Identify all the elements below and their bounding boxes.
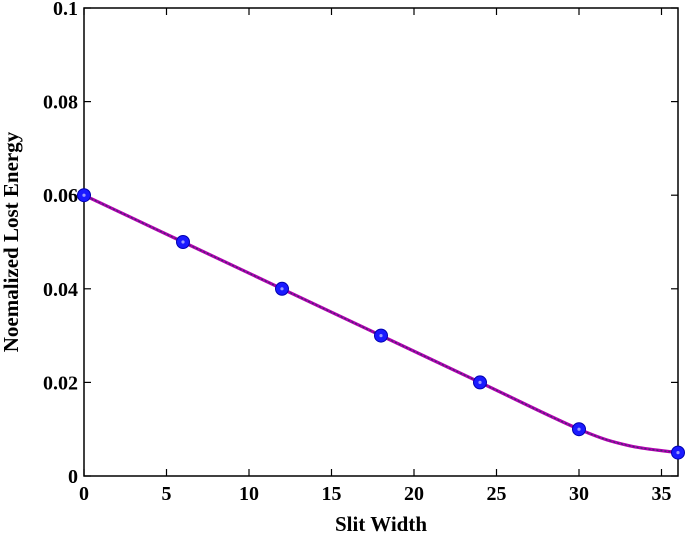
y-tick-label: 0 [68,466,78,488]
x-tick-label: 0 [79,483,89,505]
y-tick-label: 0.06 [43,185,78,207]
data-point-center [676,451,680,455]
x-tick-label: 5 [162,483,172,505]
data-point-center [280,287,284,291]
y-tick-label: 0.1 [53,0,78,20]
data-point-center [379,334,383,338]
y-tick-label: 0.08 [43,92,78,114]
plot-area [83,7,679,477]
x-tick-label: 15 [322,483,342,505]
x-tick-label: 10 [239,483,259,505]
y-tick-label: 0.02 [43,372,78,394]
x-tick-label: 25 [487,483,507,505]
fit-line-dotted [83,194,679,454]
y-tick-label: 0.04 [43,279,78,301]
y-axis-title: Noemalized Lost Energy [0,131,23,352]
series-layer [77,188,685,460]
x-tick-label: 20 [404,483,424,505]
x-tick-label: 30 [569,483,589,505]
ticks: 0 5 10 15 20 25 30 35 0 0.02 0.04 0.06 0.08 0.1 [43,0,678,505]
data-point-center [181,240,185,244]
x-axis-title: Slit Width [335,512,427,536]
data-point-center [478,380,482,384]
data-point-center [577,427,581,431]
x-tick-label: 35 [652,483,672,505]
data-point-center [82,193,86,197]
